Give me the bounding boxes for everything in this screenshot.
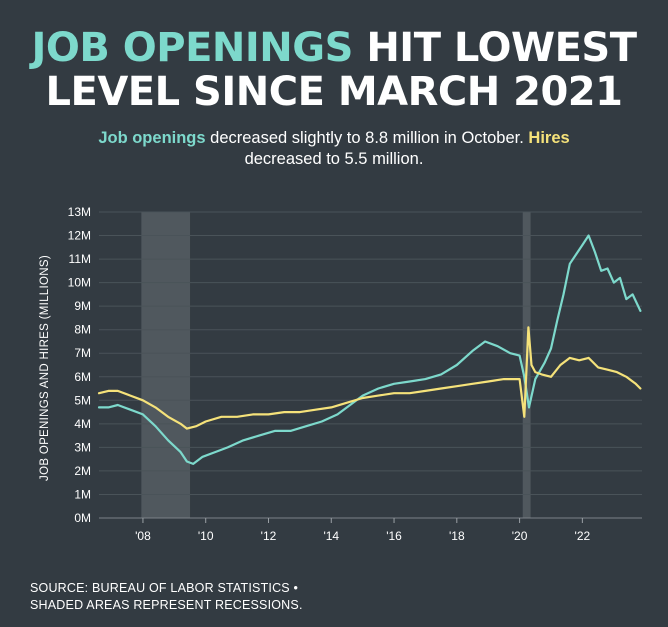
x-tick-label: '10	[198, 529, 214, 543]
y-tick-label: 10M	[68, 276, 91, 290]
subtitle-part2: decreased to 5.5 million.	[244, 150, 424, 168]
x-tick-label: '08	[135, 529, 151, 543]
y-tick-label: 7M	[74, 346, 91, 360]
series-line-hires	[97, 326, 642, 430]
y-tick-label: 11M	[69, 252, 91, 266]
y-tick-label: 3M	[74, 440, 91, 454]
subtitle: Job openings decreased slightly to 8.8 m…	[0, 128, 668, 170]
y-tick-label: 1M	[74, 487, 91, 501]
y-tick-label: 9M	[74, 299, 91, 313]
y-tick-label: 13M	[68, 205, 91, 219]
x-tick-label: '14	[323, 529, 339, 543]
y-tick-label: 8M	[74, 323, 91, 337]
series-lines	[97, 234, 642, 465]
headline-accent: JOB OPENINGS	[31, 25, 353, 71]
x-tick-label: '18	[449, 529, 465, 543]
y-axis-ticks: 0M 1M 2M 3M 4M 5M 6M 7M 8M 9M 10M 11M 12M 13M	[68, 205, 91, 525]
y-tick-label: 12M	[68, 229, 91, 243]
series-line-job-openings	[97, 234, 642, 465]
x-tick-label: '16	[386, 529, 402, 543]
headline-rest-line1: HIT LOWEST	[352, 25, 637, 71]
x-axis-ticks: '08 '10 '12 '14 '16 '18 '20 '22	[135, 518, 591, 543]
subtitle-openings-label: Job openings	[98, 129, 206, 147]
source-line1: SOURCE: BUREAU OF LABOR STATISTICS •	[30, 581, 299, 595]
y-tick-label: 4M	[74, 417, 91, 431]
x-tick-label: '12	[261, 529, 277, 543]
y-axis-label: JOB OPENINGS AND HIRES (MILLIONS)	[39, 255, 51, 481]
recession-shading	[141, 212, 531, 518]
source-line2: SHADED AREAS REPRESENT RECESSIONS.	[30, 598, 303, 612]
y-tick-label: 6M	[74, 370, 91, 384]
x-tick-label: '22	[575, 529, 591, 543]
y-tick-label: 5M	[74, 393, 91, 407]
headline: JOB OPENINGS HIT LOWEST LEVEL SINCE MARC…	[0, 26, 668, 114]
headline-line2: LEVEL SINCE MARCH 2021	[45, 69, 623, 115]
recession-band-0	[141, 212, 191, 518]
subtitle-part1: decreased slightly to 8.8 million in Oct…	[205, 129, 529, 147]
subtitle-hires-label: Hires	[528, 129, 570, 147]
y-tick-label: 0M	[74, 511, 91, 525]
y-tick-label: 2M	[74, 464, 91, 478]
x-tick-label: '20	[512, 529, 528, 543]
source-note: SOURCE: BUREAU OF LABOR STATISTICS • SHA…	[30, 580, 303, 614]
